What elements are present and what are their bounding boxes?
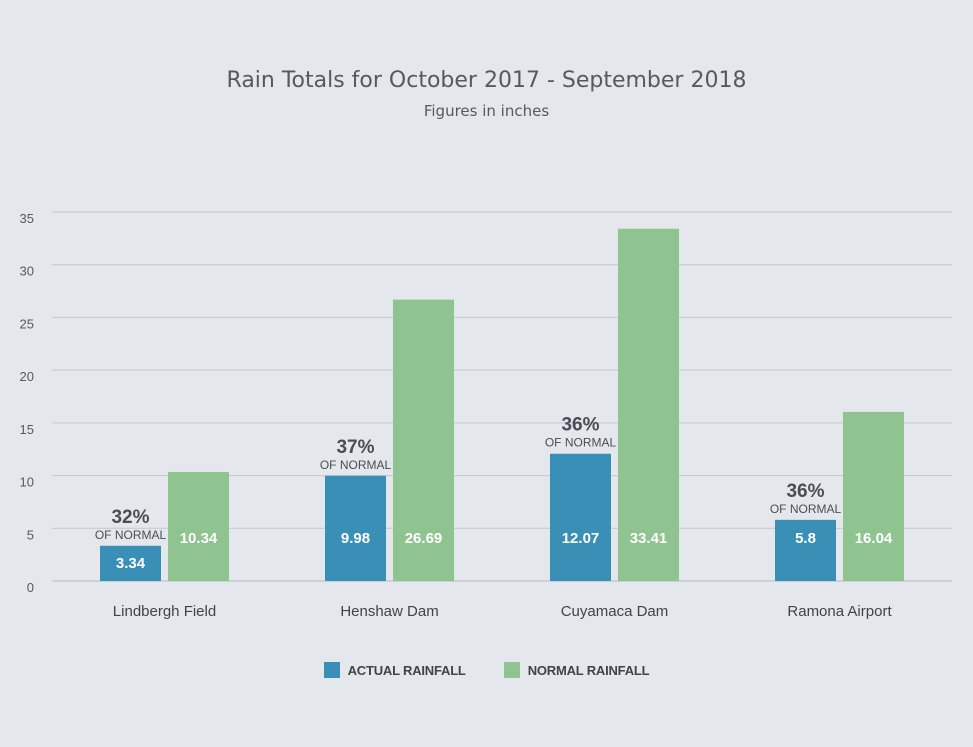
chart-subtitle: Figures in inches — [423, 102, 550, 120]
bar-actual — [325, 475, 386, 581]
y-tick-label: 15 — [20, 422, 34, 437]
legend-item-actual: ACTUAL RAINFALL — [323, 662, 466, 678]
bar-value-label: 10.34 — [180, 530, 218, 547]
y-tick-label: 25 — [20, 316, 34, 331]
legend-item-normal: NORMAL RAINFALL — [503, 662, 650, 678]
bar-value-label: 12.07 — [562, 530, 600, 547]
legend: ACTUAL RAINFALL NORMAL RAINFALL — [0, 662, 973, 678]
bar-normal — [843, 411, 904, 581]
bar-value-label: 9.98 — [341, 530, 370, 547]
bar-normal — [168, 471, 229, 581]
percent-caption: OF NORMAL — [545, 436, 617, 450]
bar-actual — [775, 519, 836, 581]
percent-of-normal: 36% — [561, 415, 599, 436]
y-tick-label: 0 — [27, 580, 34, 595]
category-label: Henshaw Dam — [340, 603, 438, 620]
y-tick-label: 10 — [20, 475, 34, 490]
percent-of-normal: 36% — [786, 481, 824, 502]
legend-label-normal: NORMAL RAINFALL — [527, 662, 650, 678]
bar-normal — [393, 299, 454, 581]
category-label: Ramona Airport — [787, 603, 892, 620]
percent-caption: OF NORMAL — [95, 528, 167, 542]
legend-label-actual: ACTUAL RAINFALL — [347, 662, 466, 678]
bar-value-label: 5.8 — [795, 530, 816, 547]
chart-title: Rain Totals for October 2017 - September… — [226, 68, 747, 93]
legend-swatch-normal — [503, 662, 520, 678]
percent-caption: OF NORMAL — [770, 502, 842, 516]
category-label: Lindbergh Field — [113, 603, 216, 620]
y-tick-label: 35 — [20, 211, 34, 226]
bar-value-label: 33.41 — [630, 530, 668, 547]
y-tick-label: 20 — [20, 369, 34, 384]
y-tick-label: 30 — [20, 264, 34, 279]
bar-value-label: 26.69 — [405, 530, 443, 547]
bar-normal — [618, 228, 679, 582]
percent-of-normal: 37% — [336, 437, 374, 458]
bar-actual — [100, 545, 161, 581]
bar-actual — [550, 453, 611, 581]
category-label: Cuyamaca Dam — [561, 603, 669, 620]
bar-value-label: 16.04 — [855, 530, 893, 547]
legend-swatch-actual — [323, 662, 340, 678]
y-tick-label: 5 — [27, 527, 34, 542]
bar-value-label: 3.34 — [116, 555, 146, 572]
percent-caption: OF NORMAL — [320, 458, 392, 472]
percent-of-normal: 32% — [111, 507, 149, 528]
